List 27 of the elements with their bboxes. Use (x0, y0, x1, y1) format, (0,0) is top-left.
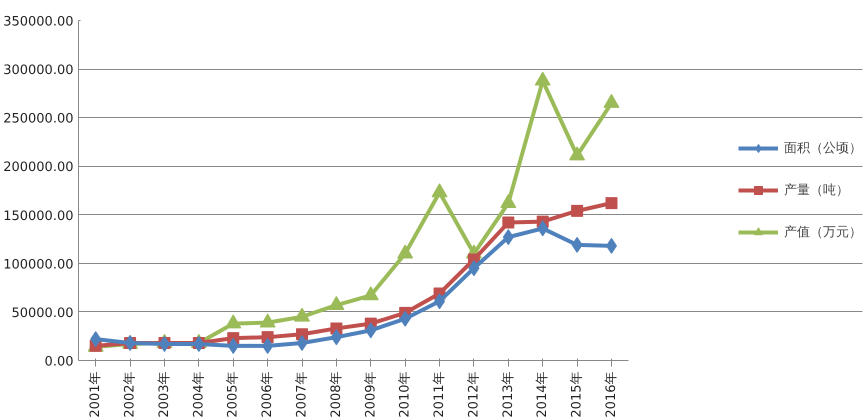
x-tick-label: 2015年 (570, 371, 585, 418)
x-tick-label: 2001年 (88, 371, 104, 418)
x-tick-label: 2006年 (260, 371, 276, 418)
x-tick-label: 2002年 (122, 371, 138, 418)
x-tick-label: 2003年 (156, 371, 172, 418)
x-tick-label: 2013年 (500, 371, 516, 418)
x-tick-label: 2012年 (466, 371, 482, 418)
y-tick-label: 0.00 (44, 354, 74, 370)
y-tick-label: 100000.00 (3, 257, 74, 272)
legend-label: 面积（公顷） (784, 140, 862, 157)
legend-label: 产值（万元） (784, 224, 862, 241)
x-tick-label: 2005年 (226, 371, 241, 418)
x-tick-label: 2011年 (432, 371, 448, 418)
y-tick-label: 350000.00 (3, 14, 74, 30)
y-tick-label: 50000.00 (11, 306, 74, 321)
x-tick-label: 2009年 (363, 371, 378, 418)
x-tick-label: 2004年 (191, 371, 206, 418)
x-tick-label: 2016年 (604, 371, 619, 418)
y-tick-label: 250000.00 (3, 112, 74, 127)
y-tick-label: 300000.00 (3, 63, 74, 78)
x-tick-label: 2010年 (398, 371, 413, 418)
x-tick-label: 2007年 (294, 371, 310, 418)
x-tick-label: 2008年 (328, 371, 344, 418)
legend-label: 产量（吨） (784, 182, 849, 199)
y-tick-label: 200000.00 (3, 160, 74, 176)
y-tick-label: 150000.00 (3, 208, 74, 224)
x-tick-label: 2014年 (535, 371, 550, 418)
